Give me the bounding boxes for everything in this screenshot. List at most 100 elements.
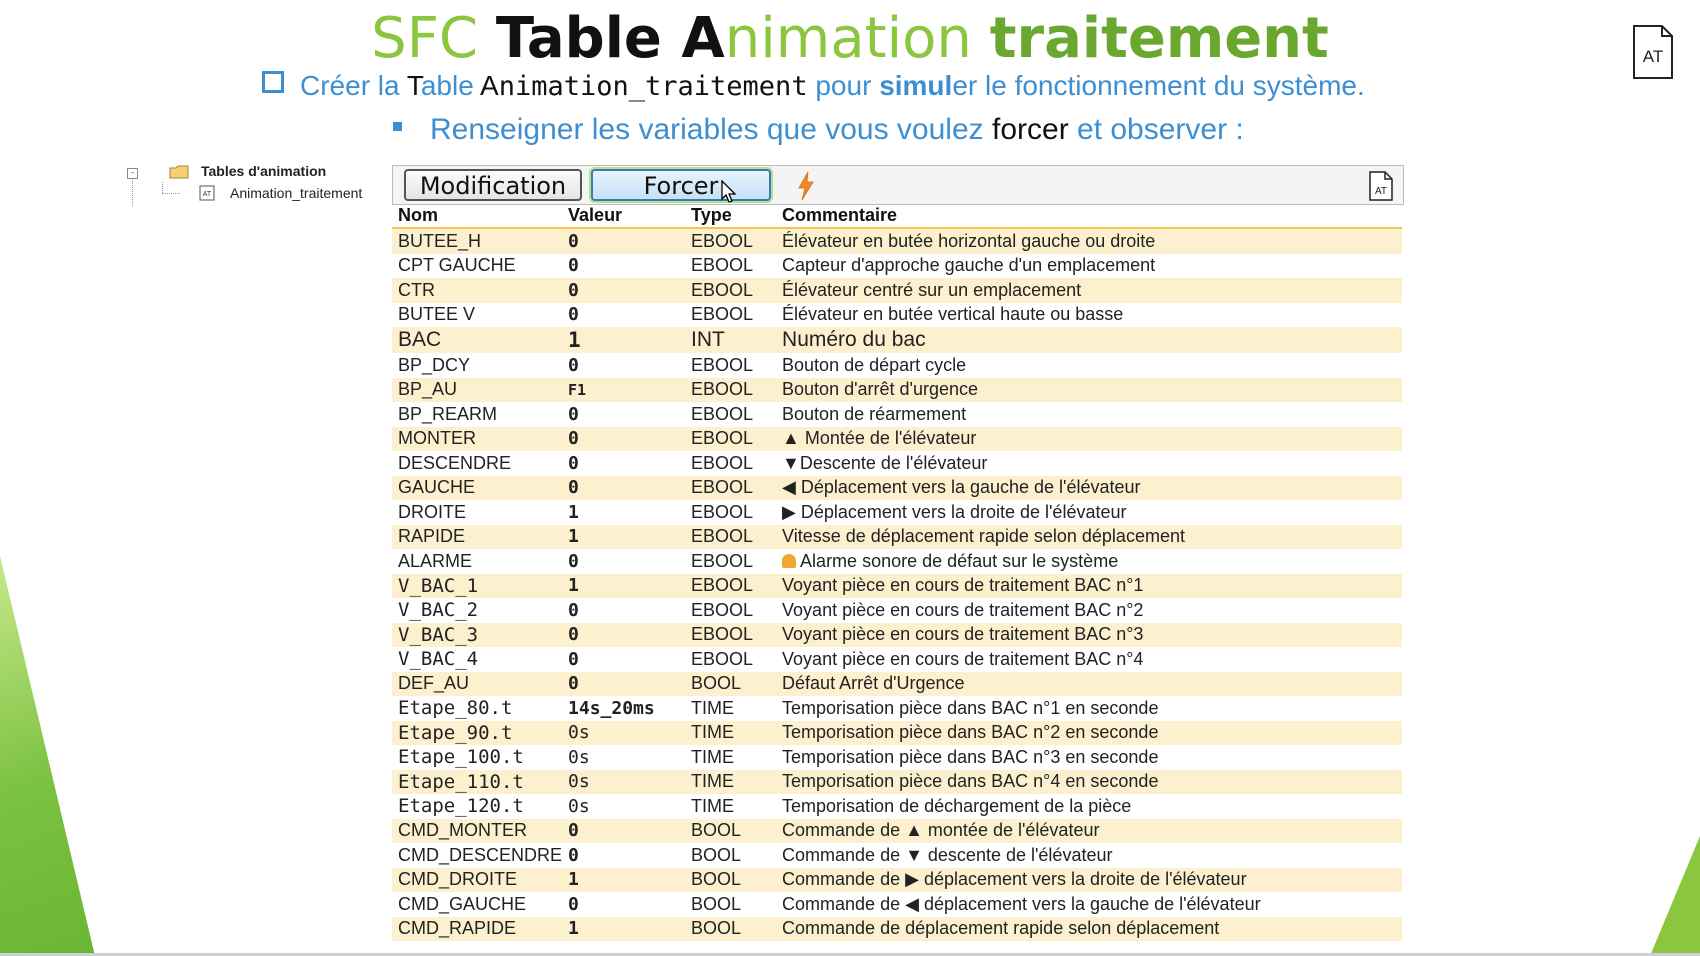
table-row[interactable]: BUTEE V 0 EBOOL Élévateur en butée verti… xyxy=(392,303,1402,328)
table-row[interactable]: Etape_80.t 14s_20ms TIME Temporisation p… xyxy=(392,696,1402,721)
table-row[interactable]: V_BAC_2 0 EBOOL Voyant pièce en cours de… xyxy=(392,598,1402,623)
cell-nom: CMD_RAPIDE xyxy=(392,916,563,941)
cell-valeur[interactable]: 0 xyxy=(562,475,686,500)
col-header-commentaire[interactable]: Commentaire xyxy=(776,204,1402,229)
cell-nom: DROITE xyxy=(398,501,467,522)
animation-table-doc-icon[interactable]: AT xyxy=(1368,170,1394,202)
cell-valeur[interactable]: 0 xyxy=(568,255,579,277)
cell-valeur[interactable]: 0 xyxy=(568,648,579,670)
cell-commentaire: Temporisation de déchargement de la pièc… xyxy=(782,795,1132,816)
cell-valeur[interactable]: 1 xyxy=(562,524,686,549)
cell-commentaire: Élévateur en butée vertical haute ou bas… xyxy=(782,304,1124,325)
cell-commentaire-alarme: Alarme sonore de défaut sur le système xyxy=(776,549,1402,574)
table-row[interactable]: CPT GAUCHE 0 EBOOL Capteur d'approche ga… xyxy=(392,254,1402,279)
table-row[interactable]: DESCENDRE 0 EBOOL ▼Descente de l'élévate… xyxy=(392,451,1402,476)
table-row[interactable]: CMD_RAPIDE 1 BOOL Commande de déplacemen… xyxy=(392,916,1402,941)
cell-valeur[interactable]: 0s xyxy=(568,795,590,817)
cell-type: TIME xyxy=(691,795,735,816)
cell-commentaire: Bouton d'arrêt d'urgence xyxy=(776,377,1402,402)
table-row[interactable]: Etape_100.t 0s TIME Temporisation pièce … xyxy=(392,745,1402,770)
cell-valeur[interactable]: 1 xyxy=(562,916,686,941)
cell-type: TIME xyxy=(691,697,735,718)
cell-valeur[interactable]: 0 xyxy=(562,228,686,254)
cell-valeur[interactable]: 0s xyxy=(562,769,686,794)
table-row[interactable]: BAC 1 INT Numéro du bac xyxy=(392,327,1402,353)
cell-nom: CTR xyxy=(392,278,563,303)
col-header-nom[interactable]: Nom xyxy=(392,204,563,229)
cell-nom: BP_DCY xyxy=(398,354,471,375)
cell-nom: CMD_DESCENDRE xyxy=(398,844,563,865)
cell-commentaire: Commande de ▲ montée de l'élévateur xyxy=(776,818,1402,843)
cell-valeur[interactable]: 0 xyxy=(568,354,579,376)
cell-nom: CMD_GAUCHE xyxy=(398,893,527,914)
table-row[interactable]: V_BAC_3 0 EBOOL Voyant pièce en cours de… xyxy=(392,622,1402,647)
table-row[interactable]: CMD_DROITE 1 BOOL Commande de ▶ déplacem… xyxy=(392,867,1402,892)
cell-valeur[interactable]: 0 xyxy=(562,671,686,696)
cell-valeur[interactable]: 0 xyxy=(562,818,686,843)
cell-valeur[interactable]: 0 xyxy=(568,893,579,915)
cell-valeur[interactable]: 0 xyxy=(568,452,579,474)
cell-valeur[interactable]: 0 xyxy=(562,622,686,647)
table-row[interactable]: MONTER 0 EBOOL ▲ Montée de l'élévateur xyxy=(392,426,1402,451)
cell-type: EBOOL xyxy=(691,255,754,276)
table-row[interactable]: BUTEE_H 0 EBOOL Élévateur en butée horiz… xyxy=(392,228,1402,254)
table-row[interactable]: Etape_120.t 0s TIME Temporisation de déc… xyxy=(392,794,1402,819)
cell-valeur[interactable]: 0 xyxy=(562,426,686,451)
cell-valeur[interactable]: 0 xyxy=(568,599,579,621)
lightning-icon[interactable] xyxy=(796,171,816,201)
table-row[interactable]: CMD_GAUCHE 0 BOOL Commande de ◀ déplacem… xyxy=(392,892,1402,917)
cell-nom: V_BAC_4 xyxy=(398,648,479,671)
tree-folder-label[interactable]: Tables d'animation xyxy=(201,163,327,179)
svg-text:AT: AT xyxy=(1375,186,1387,197)
table-row[interactable]: GAUCHE 0 EBOOL ◀ Déplacement vers la gau… xyxy=(392,475,1402,500)
cell-valeur[interactable]: 1 xyxy=(562,573,686,598)
cell-valeur[interactable]: 1 xyxy=(568,501,579,523)
table-row[interactable]: BP_DCY 0 EBOOL Bouton de départ cycle xyxy=(392,353,1402,378)
folder-icon xyxy=(169,165,189,179)
modification-button[interactable]: Modification xyxy=(404,169,582,201)
cell-commentaire: Voyant pièce en cours de traitement BAC … xyxy=(776,622,1402,647)
table-row[interactable]: BP_REARM 0 EBOOL Bouton de réarmement xyxy=(392,402,1402,427)
cell-commentaire: Temporisation pièce dans BAC n°1 en seco… xyxy=(782,697,1159,718)
cell-type: EBOOL xyxy=(685,377,777,402)
col-header-type[interactable]: Type xyxy=(685,204,777,229)
forcer-button[interactable]: Forcer xyxy=(591,169,771,201)
cell-type: EBOOL xyxy=(685,524,777,549)
table-row[interactable]: RAPIDE 1 EBOOL Vitesse de déplacement ra… xyxy=(392,524,1402,549)
cell-valeur[interactable]: 0s xyxy=(568,746,590,768)
cell-valeur[interactable]: 0 xyxy=(568,304,579,326)
table-row[interactable]: ALARME 0 EBOOL Alarme sonore de défaut s… xyxy=(392,549,1402,574)
cell-valeur-forced[interactable]: F1 xyxy=(562,377,686,402)
table-row[interactable]: CMD_DESCENDRE 0 BOOL Commande de ▼ desce… xyxy=(392,843,1402,868)
cell-type: EBOOL xyxy=(691,403,754,424)
cell-type: EBOOL xyxy=(685,475,777,500)
table-row[interactable]: BP_AU F1 EBOOL Bouton d'arrêt d'urgence xyxy=(392,377,1402,402)
cell-valeur[interactable]: 1 xyxy=(562,327,686,353)
table-row[interactable]: DROITE 1 EBOOL ▶ Déplacement vers la dro… xyxy=(392,500,1402,525)
table-row[interactable]: Etape_110.t 0s TIME Temporisation pièce … xyxy=(392,769,1402,794)
table-row[interactable]: CMD_MONTER 0 BOOL Commande de ▲ montée d… xyxy=(392,818,1402,843)
col-header-valeur[interactable]: Valeur xyxy=(562,204,686,229)
cell-nom: BP_REARM xyxy=(398,403,498,424)
cell-commentaire: Commande de déplacement rapide selon dép… xyxy=(776,916,1402,941)
cell-valeur[interactable]: 0 xyxy=(568,550,579,572)
green-corner-decoration-right xyxy=(1650,836,1700,956)
cell-type: EBOOL xyxy=(691,550,754,571)
subtitle-fill-variables: Renseigner les variables que vous voulez… xyxy=(393,110,1244,150)
cell-nom: GAUCHE xyxy=(392,475,563,500)
table-row[interactable]: V_BAC_4 0 EBOOL Voyant pièce en cours de… xyxy=(392,647,1402,672)
tree-item-animation-traitement[interactable]: Animation_traitement xyxy=(230,185,363,201)
cell-commentaire: ▼Descente de l'élévateur xyxy=(782,452,988,473)
table-row[interactable]: DEF_AU 0 BOOL Défaut Arrêt d'Urgence xyxy=(392,671,1402,696)
table-row[interactable]: CTR 0 EBOOL Élévateur centré sur un empl… xyxy=(392,278,1402,303)
cell-valeur[interactable]: 0 xyxy=(562,278,686,303)
cell-valeur[interactable]: 0 xyxy=(568,844,579,866)
table-row[interactable]: V_BAC_1 1 EBOOL Voyant pièce en cours de… xyxy=(392,573,1402,598)
table-row[interactable]: Etape_90.t 0s TIME Temporisation pièce d… xyxy=(392,720,1402,745)
cell-valeur[interactable]: 0s xyxy=(562,720,686,745)
cell-type: BOOL xyxy=(685,867,777,892)
cell-type: BOOL xyxy=(691,893,742,914)
cell-valeur[interactable]: 0 xyxy=(568,403,579,425)
cell-valeur[interactable]: 1 xyxy=(562,867,686,892)
cell-valeur[interactable]: 14s_20ms xyxy=(568,697,655,719)
